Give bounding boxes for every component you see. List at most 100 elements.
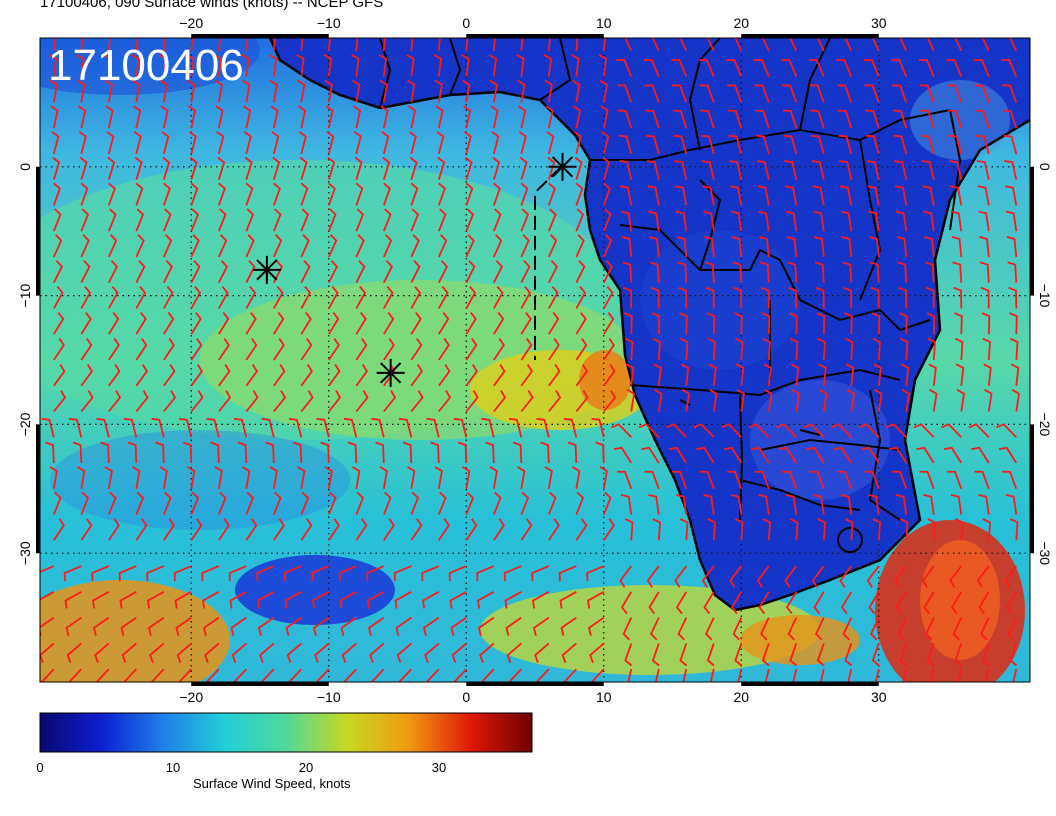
wind-barb — [646, 160, 660, 180]
wind-barb — [393, 565, 412, 582]
wind-barb — [520, 491, 530, 515]
wind-barb — [674, 185, 688, 206]
wind-barb — [202, 616, 220, 636]
wind-barb — [897, 617, 908, 641]
wind-barb — [947, 470, 963, 490]
wind-barb — [869, 261, 880, 283]
wind-barb — [257, 591, 275, 609]
wind-barb — [819, 668, 825, 682]
wind-barb — [782, 470, 798, 490]
wind-barb — [218, 286, 229, 309]
wind-barb — [560, 616, 577, 636]
wind-barb — [217, 156, 226, 180]
wind-barb — [324, 79, 333, 103]
wind-barb — [72, 441, 83, 464]
wind-barb — [355, 286, 367, 309]
wind-barb — [245, 311, 257, 335]
wind-barb — [792, 668, 798, 682]
wind-barb — [426, 417, 440, 438]
wind-barb — [190, 311, 202, 335]
wind-barb — [327, 208, 337, 232]
wind-barb — [704, 236, 715, 258]
wind-barb — [327, 156, 336, 180]
wind-barb — [841, 236, 853, 258]
wind-barb — [410, 311, 422, 335]
wind-barb — [954, 312, 963, 335]
wind-barb — [218, 337, 230, 361]
wind-barb — [947, 84, 963, 103]
wind-barb — [465, 337, 478, 361]
wind-barb — [492, 182, 501, 206]
wind-barb — [347, 441, 358, 464]
wind-barb — [572, 105, 582, 129]
wind-barb — [976, 160, 990, 180]
wind-barb — [926, 312, 936, 335]
wind-barb — [465, 38, 469, 51]
wind-barb — [367, 616, 385, 636]
wind-barb — [40, 565, 55, 573]
wind-barb — [394, 591, 412, 609]
wind-barb — [80, 337, 93, 361]
wind-barb — [943, 446, 963, 464]
wind-barb — [816, 38, 825, 52]
wind-barb — [781, 59, 798, 77]
wind-barb — [269, 79, 278, 103]
wind-barb — [300, 208, 310, 232]
wind-barb — [512, 441, 523, 464]
wind-barb — [893, 134, 908, 155]
wind-barb — [438, 337, 450, 361]
wind-barb — [575, 234, 585, 258]
wind-barb — [982, 337, 991, 361]
wind-barb — [653, 363, 662, 386]
agulhas-core — [920, 540, 1000, 660]
wind-barb — [462, 79, 471, 103]
wind-barb — [654, 388, 663, 412]
wind-barb — [888, 446, 908, 464]
wind-barb — [847, 668, 853, 682]
wind-barb — [547, 156, 556, 180]
wind-barb — [320, 441, 330, 464]
wind-barb — [974, 84, 990, 103]
wind-barb — [872, 337, 881, 361]
wind-barb — [620, 591, 633, 615]
wind-barb — [734, 312, 743, 335]
wind-barb — [437, 38, 441, 51]
wind-barb — [626, 388, 635, 412]
wind-barb — [218, 390, 232, 413]
wind-barb — [897, 261, 908, 283]
wind-barb — [620, 210, 633, 232]
wind-barb — [753, 59, 770, 77]
wind-barb — [729, 160, 743, 180]
wind-barb — [814, 236, 825, 258]
wind-barb — [650, 286, 660, 309]
wind-barb — [268, 54, 278, 77]
wind-barb — [159, 466, 168, 489]
wind-barb — [842, 261, 853, 283]
wind-barb — [190, 208, 200, 232]
wind-barb — [438, 364, 451, 387]
wind-barb — [283, 565, 302, 582]
wind-barb — [272, 260, 283, 284]
wind-barb — [548, 390, 562, 413]
calm-zone — [235, 555, 395, 625]
wind-barb — [601, 131, 610, 155]
wind-barb — [135, 208, 145, 232]
wind-barb — [383, 286, 394, 309]
wind-barb — [676, 236, 688, 258]
wind-barb — [492, 38, 496, 51]
wind-barb — [328, 337, 340, 361]
tick-bar — [36, 424, 40, 554]
wind-barb — [595, 441, 605, 464]
congo-patch — [640, 230, 800, 370]
westerlies-west — [40, 580, 230, 682]
wind-barb — [481, 417, 495, 438]
wind-barb — [162, 156, 171, 180]
wind-barb — [314, 642, 330, 664]
wind-barb — [735, 363, 745, 386]
wind-barb — [108, 311, 120, 335]
wind-barb — [785, 210, 798, 232]
wind-barb — [202, 591, 220, 609]
wind-barb — [1007, 261, 1018, 283]
wind-barb — [52, 38, 56, 51]
wind-barb — [438, 518, 450, 541]
